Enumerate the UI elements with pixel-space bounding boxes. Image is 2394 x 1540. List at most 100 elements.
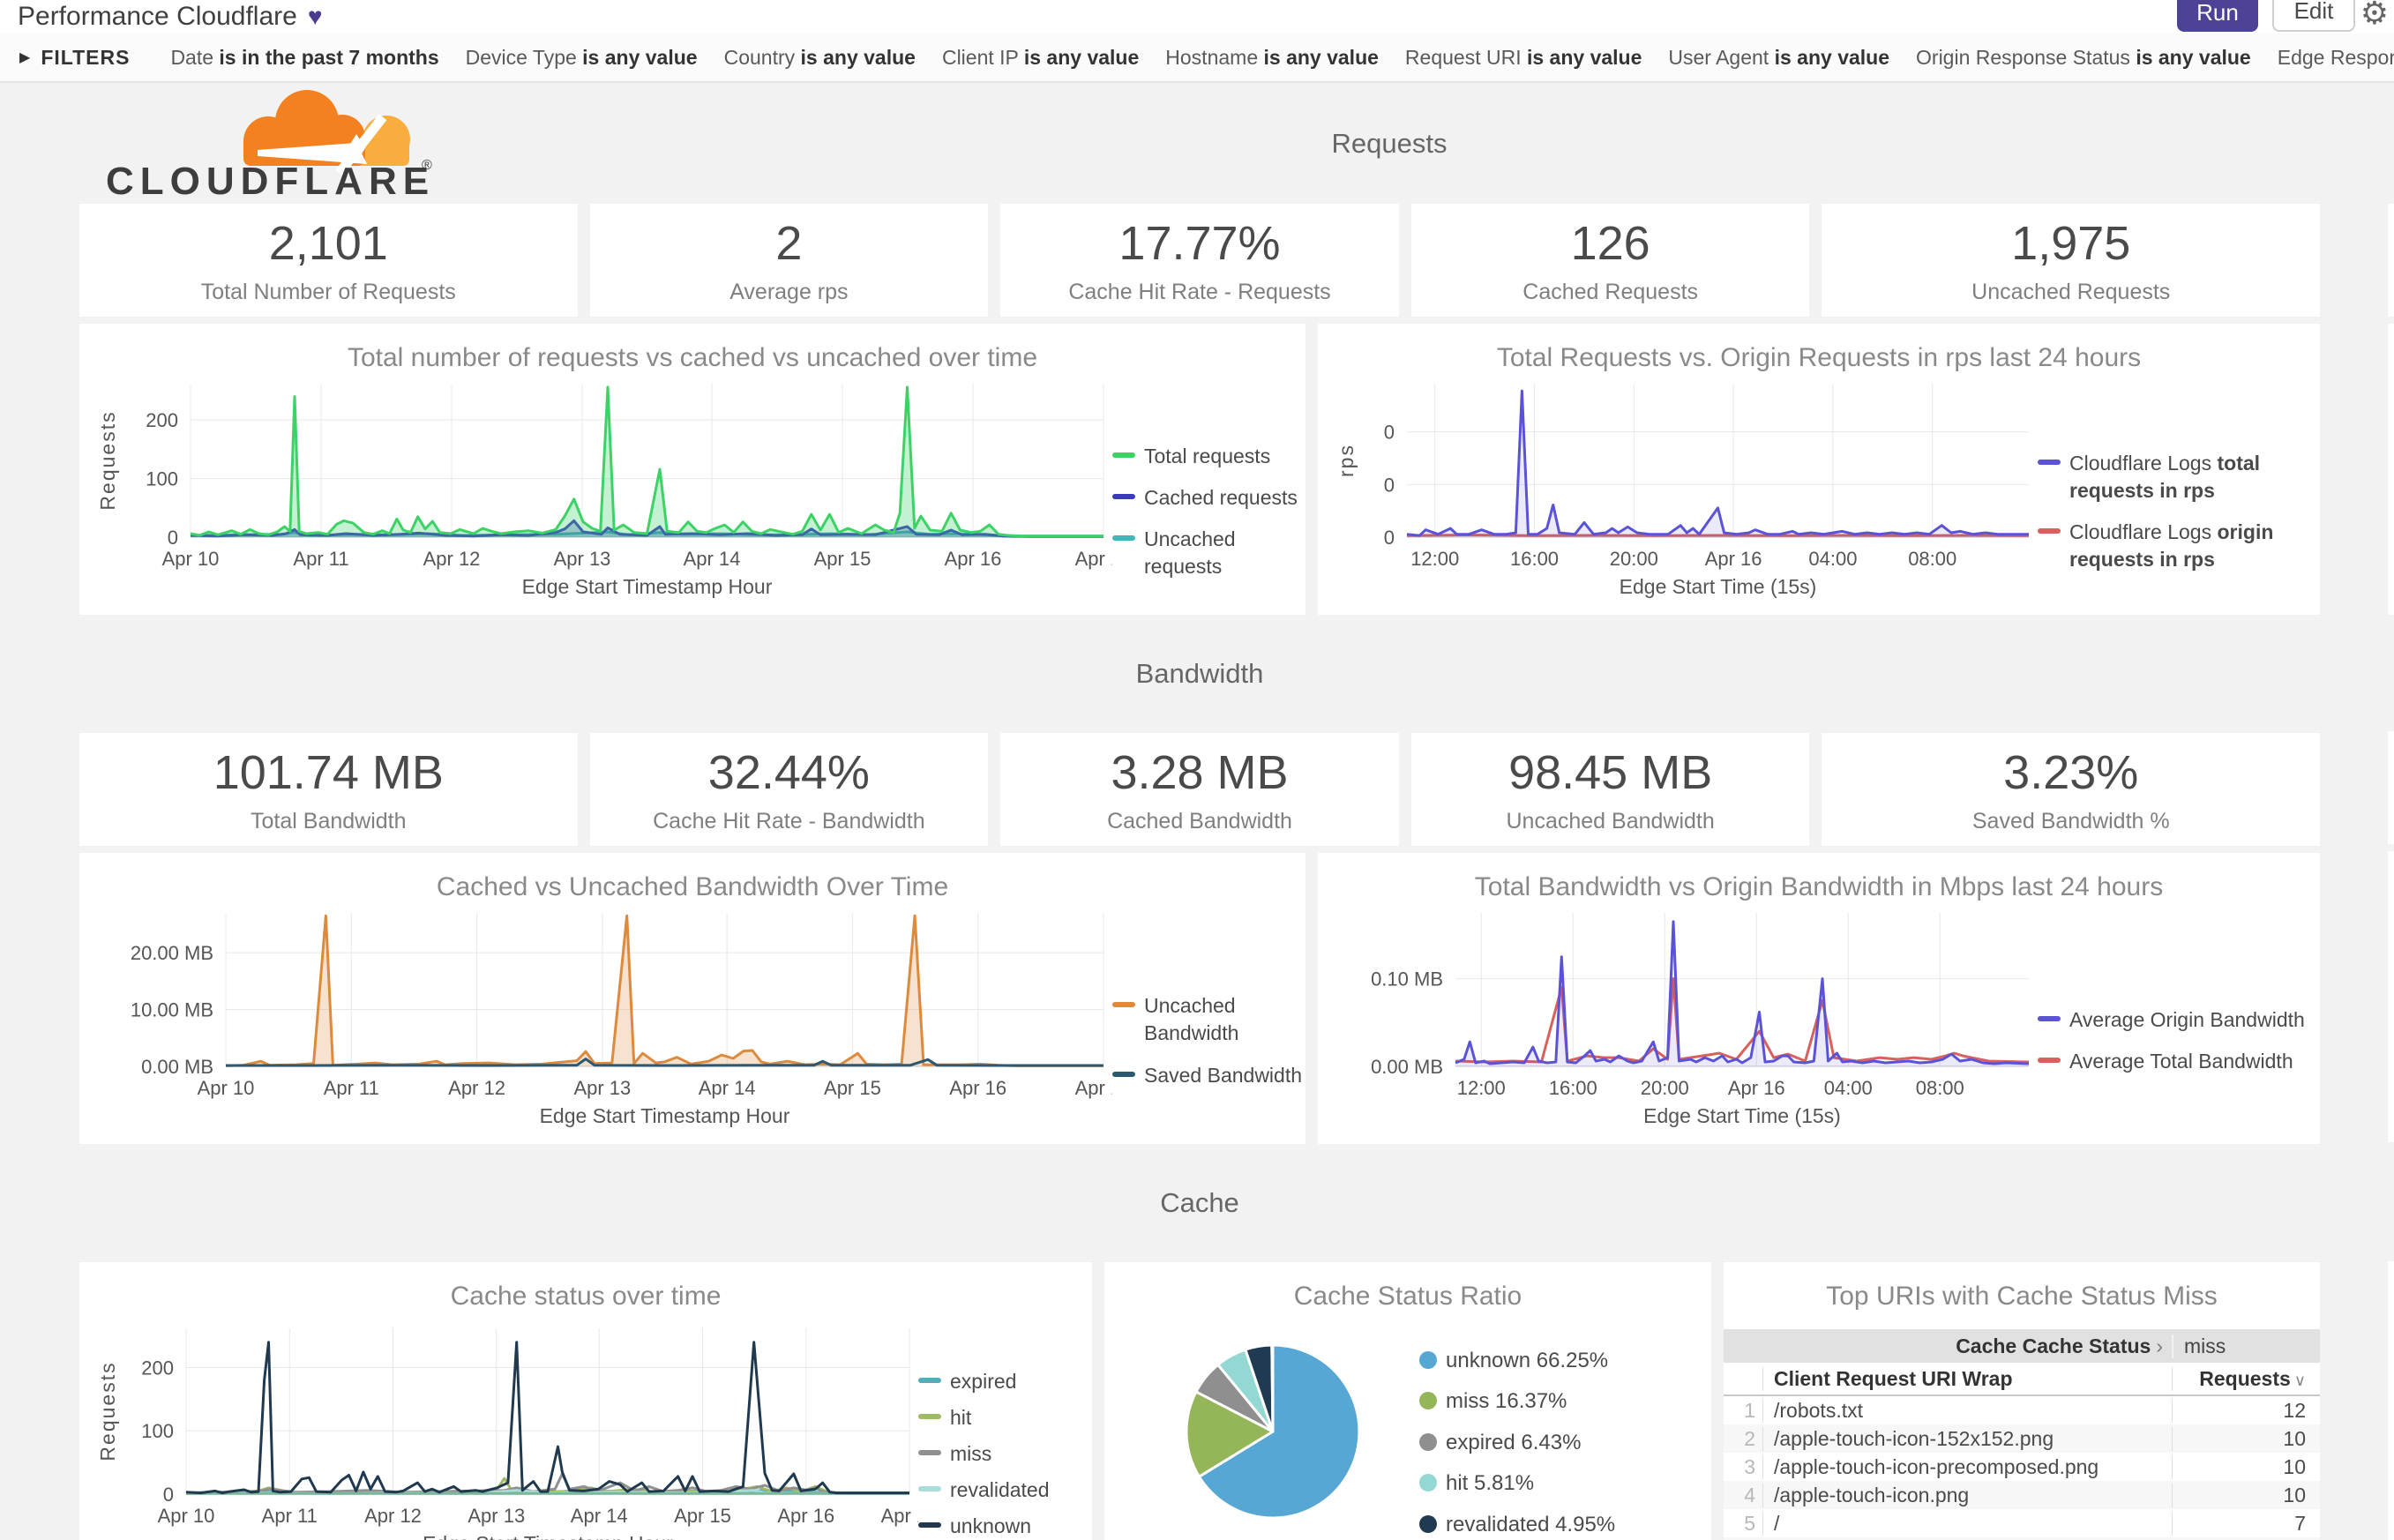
svg-text:Apr 11: Apr 11 xyxy=(324,1077,379,1099)
svg-text:Edge Start Timestamp Hour: Edge Start Timestamp Hour xyxy=(522,575,773,598)
legend-item[interactable]: expired xyxy=(918,1368,1082,1395)
chart-body: Apr 10 Apr 11 Apr 12 Apr 13 Apr 14 Apr 15 Apr … xyxy=(79,902,1305,1144)
filter-item[interactable]: Country is any value xyxy=(723,45,916,69)
legend-label: Uncached requests xyxy=(1144,527,1236,579)
chart-body: Apr 10 Apr 11 Apr 12 Apr 13 Apr 14 Apr 15 Apr … xyxy=(79,1312,1092,1540)
legend-item[interactable]: unknown 66.25% xyxy=(1419,1347,1640,1375)
svg-text:Apr 16: Apr 16 xyxy=(1705,548,1762,570)
kpi-total-requests: 2,101 Total Number of Requests xyxy=(79,204,578,317)
kpi-value: 2,101 xyxy=(268,216,388,270)
uri-cell: /apple-touch-icon-152x152.png xyxy=(1762,1426,2172,1451)
kpi-uncached-requests: 1,975 Uncached Requests xyxy=(1822,204,2321,317)
kpi-value: 3.28 MB xyxy=(1111,745,1289,799)
line-chart: 12:00 16:00 20:00 Apr 16 04:00 08:00 0.00 MB 0.… xyxy=(1332,902,2038,1144)
svg-text:Edge Start Timestamp Hour: Edge Start Timestamp Hour xyxy=(423,1532,673,1540)
legend-item[interactable]: Average Origin Bandwidth xyxy=(2038,1006,2316,1034)
svg-text:rps: rps xyxy=(1335,444,1358,477)
legend-item[interactable]: miss 16.37% xyxy=(1419,1387,1640,1416)
legend-label: Total requests xyxy=(1144,444,1271,467)
requests-charts-row: Total number of requests vs cached vs un… xyxy=(79,324,2320,615)
svg-text:08:00: 08:00 xyxy=(1916,1077,1964,1099)
legend-item[interactable]: hit 5.81% xyxy=(1419,1469,1640,1498)
legend-item[interactable]: Uncached Bandwidth xyxy=(1112,992,1305,1047)
legend-item[interactable]: revalidated 4.95% xyxy=(1419,1511,1640,1539)
filter-item[interactable]: Date is in the past 7 months xyxy=(170,45,439,69)
legend-item[interactable]: Uncached requests xyxy=(1112,526,1305,580)
filter-item[interactable]: Device Type is any value xyxy=(465,45,698,69)
legend-swatch xyxy=(1112,493,1135,499)
legend-item[interactable]: Cloudflare Logs origin requests in rps xyxy=(2038,519,2320,573)
chart-title: Total Bandwidth vs Origin Bandwidth in M… xyxy=(1474,872,2164,901)
section-title-requests: Requests xyxy=(1331,127,1448,159)
svg-text:Apr 10: Apr 10 xyxy=(158,1505,215,1527)
filter-item[interactable]: Origin Response Status is any value xyxy=(1916,45,2251,69)
chart-legend: Average Origin Bandwidth Average Total Ba… xyxy=(2038,1006,2316,1075)
uri-column-header[interactable]: Client Request URI Wrap xyxy=(1762,1366,2172,1391)
legend-label: expired 6.43% xyxy=(1446,1430,1582,1454)
legend-item[interactable]: Saved Bandwidth xyxy=(1112,1062,1305,1089)
kpi-label: Average rps xyxy=(729,279,849,304)
uri-table: Cache Cache Status › miss Client Request … xyxy=(1724,1329,2320,1540)
filter-item[interactable]: Hostname is any value xyxy=(1165,45,1379,69)
filters-label[interactable]: FILTERS xyxy=(41,45,131,69)
legend-label: revalidated xyxy=(950,1478,1050,1501)
cache-row: Cache status over time Apr 10 Apr 11 Apr 1… xyxy=(79,1262,2320,1540)
svg-text:Apr 10: Apr 10 xyxy=(198,1077,255,1099)
filters-expand-icon[interactable]: ▶ xyxy=(19,50,31,65)
cutoff-panel-sliver xyxy=(2388,1261,2394,1540)
legend-item[interactable]: Average Total Bandwidth xyxy=(2038,1048,2316,1075)
filter-item[interactable]: Client IP is any value xyxy=(941,45,1140,69)
chart-title: Total number of requests vs cached vs un… xyxy=(347,343,1038,372)
kpi-value: 32.44% xyxy=(707,745,870,799)
legend-swatch xyxy=(1419,1392,1437,1410)
chart-title: Cached vs Uncached Bandwidth Over Time xyxy=(436,872,949,901)
filter-item[interactable]: User Agent is any value xyxy=(1668,45,1890,69)
gear-icon[interactable]: ⚙ xyxy=(2360,0,2389,31)
legend-label: expired xyxy=(950,1369,1017,1393)
requests-column-header[interactable]: Requests ∨ xyxy=(2172,1366,2320,1391)
legend-item[interactable]: miss xyxy=(918,1440,1082,1468)
legend-item[interactable]: Cloudflare Logs total requests in rps xyxy=(2038,450,2320,505)
requests-kpi-row: 2,101 Total Number of Requests 2 Average… xyxy=(79,204,2321,317)
legend-label: Saved Bandwidth xyxy=(1144,1063,1303,1087)
legend-swatch xyxy=(918,1377,941,1383)
svg-text:0: 0 xyxy=(168,527,178,549)
filter-item[interactable]: Edge Response Status is any value xyxy=(2277,45,2394,69)
legend-label: Cached requests xyxy=(1144,485,1298,509)
legend-swatch xyxy=(1419,1351,1437,1369)
cutoff-panel-sliver xyxy=(2388,204,2394,317)
kpi-saved-bandwidth-pct: 3.23% Saved Bandwidth % xyxy=(1822,733,2321,846)
legend-label: unknown 66.25% xyxy=(1446,1349,1609,1372)
svg-text:0: 0 xyxy=(1384,422,1395,444)
pivot-label[interactable]: Cache Cache Status › xyxy=(1724,1334,2172,1358)
legend-item[interactable]: expired 6.43% xyxy=(1419,1429,1640,1457)
legend-item[interactable]: revalidated xyxy=(918,1476,1082,1504)
legend-label: hit xyxy=(950,1405,972,1429)
kpi-value: 17.77% xyxy=(1118,216,1281,270)
legend-item[interactable]: Total requests xyxy=(1112,443,1305,470)
svg-text:10.00 MB: 10.00 MB xyxy=(131,999,213,1021)
bandwidth-kpi-row: 101.74 MB Total Bandwidth 32.44% Cache H… xyxy=(79,733,2321,846)
line-chart: Apr 10 Apr 11 Apr 12 Apr 13 Apr 14 Apr 15 Apr … xyxy=(94,902,1112,1144)
legend-item[interactable]: hit xyxy=(918,1404,1082,1432)
uri-cell: /apple-touch-icon-precomposed.png xyxy=(1762,1454,2172,1479)
svg-text:100: 100 xyxy=(146,468,178,490)
legend-item[interactable]: unknown xyxy=(918,1513,1082,1540)
requests-header-text: Requests xyxy=(2199,1366,2291,1390)
legend-item[interactable]: Cached requests xyxy=(1112,484,1305,512)
legend-swatch xyxy=(2038,528,2061,534)
legend-label: Cloudflare Logs total requests in rps xyxy=(2069,451,2261,502)
bandwidth-over-time-chart-panel: Cached vs Uncached Bandwidth Over Time A… xyxy=(79,853,1305,1144)
svg-text:Edge Start Time (15s): Edge Start Time (15s) xyxy=(1643,1104,1841,1127)
filter-item[interactable]: Request URI is any value xyxy=(1404,45,1642,69)
kpi-value: 98.45 MB xyxy=(1508,745,1713,799)
table-row: 3/apple-touch-icon-precomposed.png 10 xyxy=(1724,1453,2320,1481)
svg-text:Apr 15: Apr 15 xyxy=(814,548,872,570)
legend-swatch xyxy=(1112,535,1135,541)
svg-text:12:00: 12:00 xyxy=(1457,1077,1506,1099)
favorite-heart-icon[interactable]: ♥ xyxy=(307,3,323,30)
svg-text:Apr 11: Apr 11 xyxy=(262,1505,318,1527)
run-button[interactable]: Run xyxy=(2177,0,2258,32)
edit-button[interactable]: Edit xyxy=(2272,0,2355,32)
cutoff-panel-sliver xyxy=(2388,731,2394,844)
